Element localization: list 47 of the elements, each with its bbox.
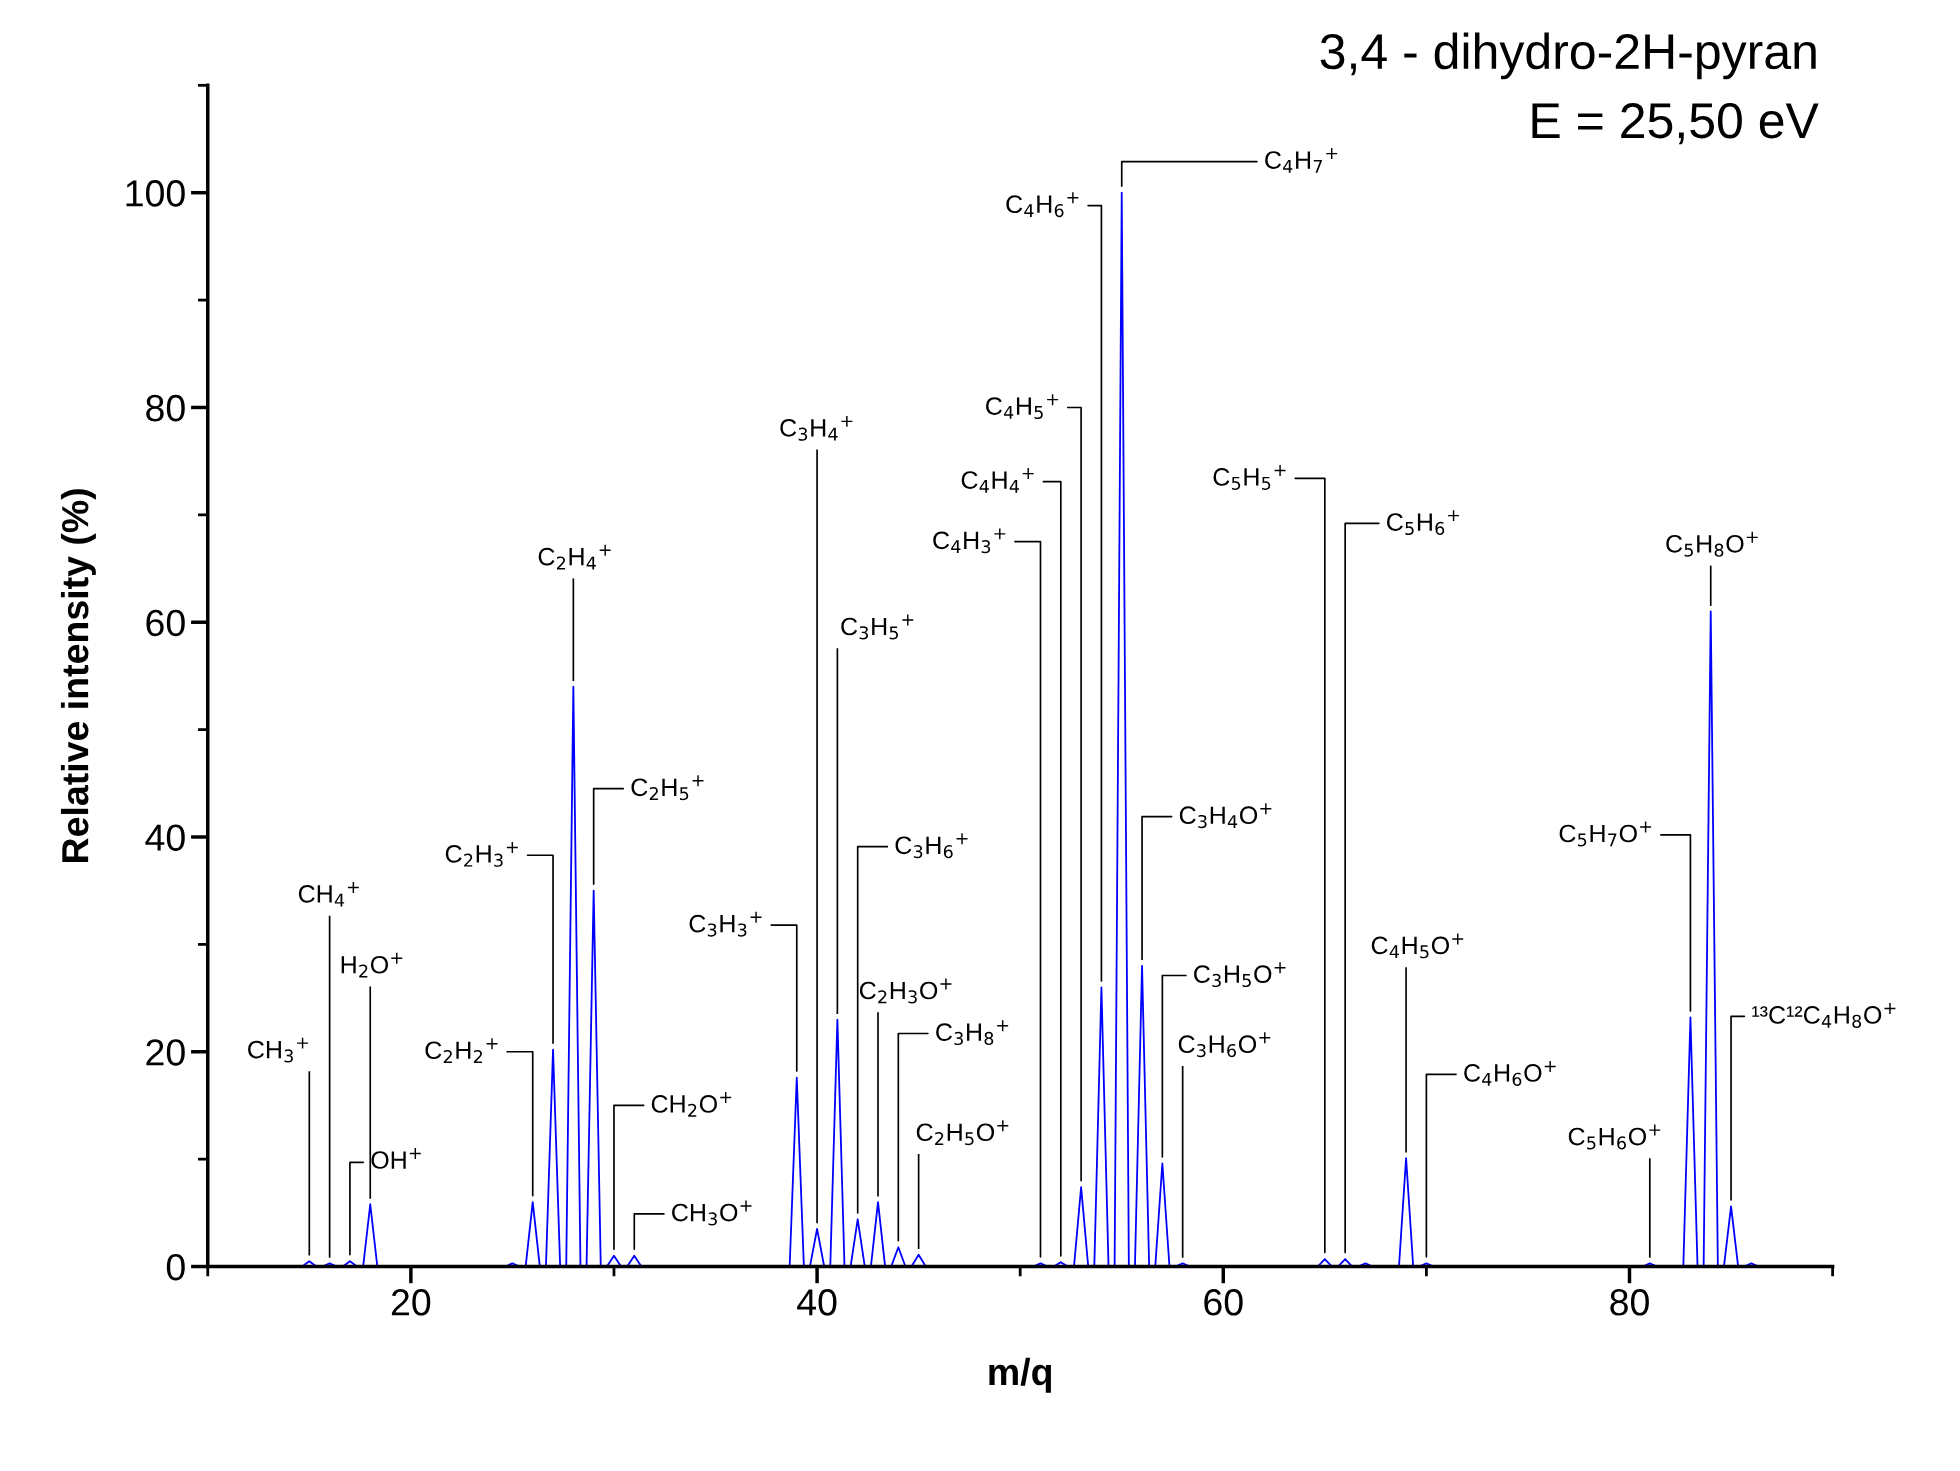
annotation: C$_{3}$H$_{4}$$^{+}$ xyxy=(780,415,853,441)
annotation: C$_{2}$H$_{3}$$^{+}$ xyxy=(445,841,518,867)
x-tick-label: 60 xyxy=(1204,1289,1243,1316)
annotation: CH$_{3}$O$^{+}$ xyxy=(672,1200,752,1226)
annotation: CH$_{4}$$^{+}$ xyxy=(298,881,359,907)
annotation: C$_{4}$H$_{4}$$^{+}$ xyxy=(961,468,1034,493)
annotation: C$_{3}$H$_{6}$O$^{+}$ xyxy=(1178,1032,1271,1058)
annotation: C$_{3}$H$_{3}$$^{+}$ xyxy=(689,911,762,937)
x-axis-title: m/q xyxy=(989,1357,1051,1393)
annotation: C$_{3}$H$_{5}$$^{+}$ xyxy=(841,614,914,640)
annotation: C$_{4}$H$_{6}$$^{+}$ xyxy=(1006,192,1079,218)
y-tick-label: 80 xyxy=(146,394,185,422)
annotation: C$_{5}$H$_{7}$O$^{+}$ xyxy=(1559,821,1652,847)
annotation: C$_{2}$H$_{2}$$^{+}$ xyxy=(425,1038,498,1063)
y-axis-title: Relative intensity (%) xyxy=(60,489,96,862)
annotation: ¹³C¹²C$_{4}$H$_{8}$O$^{+}$ xyxy=(1752,1003,1896,1028)
annotation: C$_{3}$H$_{5}$O$^{+}$ xyxy=(1194,962,1286,988)
annotation: C$_{5}$H$_{6}$$^{+}$ xyxy=(1387,510,1460,536)
annotation: CH$_{2}$O$^{+}$ xyxy=(651,1092,732,1117)
annotation: C$_{2}$H$_{4}$$^{+}$ xyxy=(538,544,611,570)
annotation: C$_{3}$H$_{8}$$^{+}$ xyxy=(936,1020,1009,1046)
annotation: CH$_{3}$$^{+}$ xyxy=(248,1037,309,1063)
chart-title: 3,4 - dihydro-2H-pyran xyxy=(1320,32,1816,80)
y-tick-label: 100 xyxy=(126,180,185,207)
annotation: C$_{5}$H$_{6}$O$^{+}$ xyxy=(1568,1124,1661,1150)
annotation: C$_{2}$H$_{5}$$^{+}$ xyxy=(631,775,704,801)
chart-subtitle: E = 25,50 eV xyxy=(1532,103,1819,145)
annotation: C$_{5}$H$_{8}$O$^{+}$ xyxy=(1666,531,1758,557)
annotation: C$_{4}$H$_{5}$$^{+}$ xyxy=(986,394,1059,420)
x-tick-label: 40 xyxy=(797,1289,837,1316)
annotation: C$_{3}$H$_{4}$O$^{+}$ xyxy=(1179,803,1272,829)
y-tick-label: 0 xyxy=(166,1253,185,1281)
annotation: C$_{4}$H$_{7}$$^{+}$ xyxy=(1265,148,1338,173)
y-tick-label: 20 xyxy=(146,1039,185,1066)
annotation: C$_{4}$H$_{3}$$^{+}$ xyxy=(933,528,1006,554)
annotation: C$_{3}$H$_{6}$$^{+}$ xyxy=(895,833,968,859)
y-tick-label: 40 xyxy=(145,824,185,851)
annotation: C$_{4}$H$_{6}$O$^{+}$ xyxy=(1464,1061,1556,1086)
y-tick-label: 60 xyxy=(146,609,185,637)
annotation: C$_{5}$H$_{5}$$^{+}$ xyxy=(1213,465,1286,490)
annotation: C$_{2}$H$_{5}$O$^{+}$ xyxy=(916,1120,1009,1146)
x-tick-label: 20 xyxy=(391,1289,431,1316)
annotation: C$_{4}$H$_{5}$O$^{+}$ xyxy=(1371,933,1464,959)
annotation: H$_{2}$O$^{+}$ xyxy=(341,952,403,978)
annotation: OH$^{+}$ xyxy=(371,1148,421,1169)
x-tick-label: 80 xyxy=(1610,1289,1649,1316)
annotation: C$_{2}$H$_{3}$O$^{+}$ xyxy=(859,978,952,1004)
